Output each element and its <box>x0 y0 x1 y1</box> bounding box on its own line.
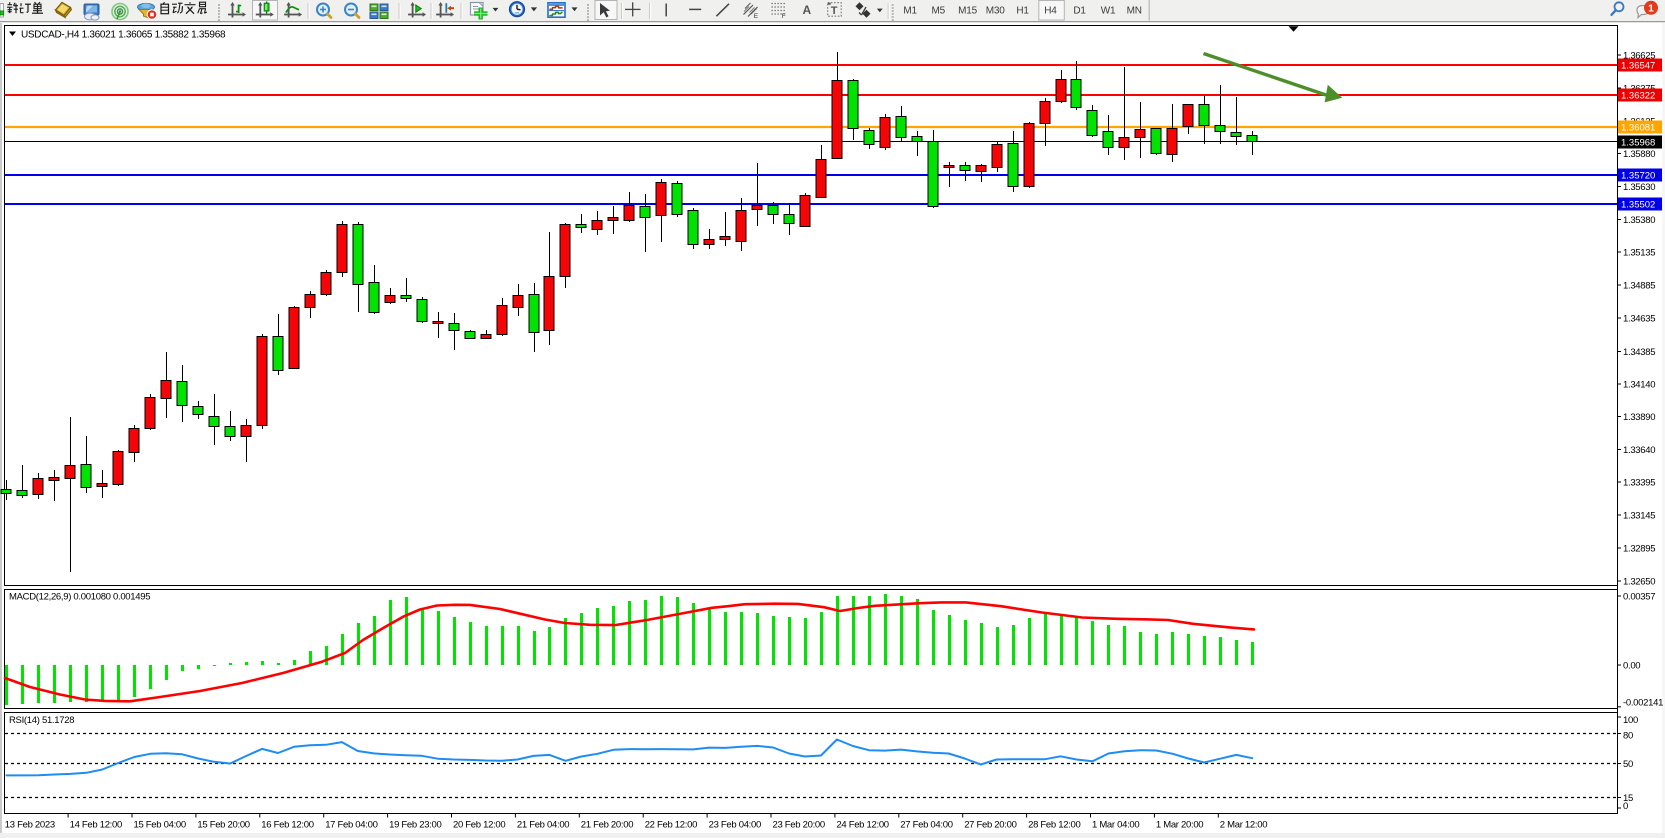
svg-text:13 Feb 2023: 13 Feb 2023 <box>5 820 55 831</box>
svg-text:M30: M30 <box>986 6 1005 17</box>
svg-text:1.33145: 1.33145 <box>1623 510 1655 521</box>
svg-text:1.36081: 1.36081 <box>1621 123 1655 134</box>
svg-text:1.35720: 1.35720 <box>1621 171 1655 182</box>
svg-text:W1: W1 <box>1101 6 1116 17</box>
svg-text:M15: M15 <box>958 6 977 17</box>
svg-text:H1: H1 <box>1016 6 1029 17</box>
svg-text:17 Feb 04:00: 17 Feb 04:00 <box>325 820 377 831</box>
svg-text:1.36625: 1.36625 <box>1623 50 1655 61</box>
svg-text:1.35135: 1.35135 <box>1623 247 1655 258</box>
svg-text:1.35968: 1.35968 <box>1621 138 1655 149</box>
svg-text:23 Feb 20:00: 23 Feb 20:00 <box>773 820 825 831</box>
svg-text:MACD(12,26,9) 0.001080 0.00149: MACD(12,26,9) 0.001080 0.001495 <box>9 592 150 603</box>
svg-text:20 Feb 12:00: 20 Feb 12:00 <box>453 820 505 831</box>
svg-text:D1: D1 <box>1073 6 1086 17</box>
svg-text:H4: H4 <box>1044 6 1057 17</box>
svg-text:1.33395: 1.33395 <box>1623 477 1655 488</box>
svg-text:1.35502: 1.35502 <box>1621 200 1655 211</box>
svg-text:28 Feb 12:00: 28 Feb 12:00 <box>1028 820 1080 831</box>
svg-text:1.34885: 1.34885 <box>1623 280 1655 291</box>
svg-text:1.33890: 1.33890 <box>1623 412 1655 423</box>
svg-text:15 Feb 04:00: 15 Feb 04:00 <box>134 820 186 831</box>
svg-text:T: T <box>831 5 838 17</box>
svg-text:19 Feb 23:00: 19 Feb 23:00 <box>389 820 441 831</box>
svg-text:24 Feb 12:00: 24 Feb 12:00 <box>836 820 888 831</box>
svg-text:50: 50 <box>1623 759 1633 770</box>
svg-text:0: 0 <box>1623 801 1628 812</box>
svg-text:0.00357: 0.00357 <box>1623 592 1655 603</box>
svg-text:M1: M1 <box>903 6 917 17</box>
svg-text:F: F <box>782 13 786 20</box>
svg-text:USDCAD-,H4 1.36021 1.36065 1.: USDCAD-,H4 1.36021 1.36065 1.35882 1.359… <box>21 30 226 41</box>
svg-text:1.36547: 1.36547 <box>1621 61 1655 72</box>
svg-text:2 Mar 12:00: 2 Mar 12:00 <box>1220 820 1267 831</box>
svg-text:27 Feb 04:00: 27 Feb 04:00 <box>900 820 952 831</box>
svg-text:RSI(14) 51.1728: RSI(14) 51.1728 <box>9 715 74 726</box>
svg-text:1.32650: 1.32650 <box>1623 576 1655 587</box>
svg-text:1 Mar 04:00: 1 Mar 04:00 <box>1092 820 1139 831</box>
svg-text:1 Mar 20:00: 1 Mar 20:00 <box>1156 820 1203 831</box>
svg-text:27 Feb 20:00: 27 Feb 20:00 <box>964 820 1016 831</box>
svg-text:1.35380: 1.35380 <box>1623 215 1655 226</box>
svg-text:1.35880: 1.35880 <box>1623 149 1655 160</box>
svg-text:23 Feb 04:00: 23 Feb 04:00 <box>709 820 761 831</box>
svg-text:1.36322: 1.36322 <box>1621 91 1655 102</box>
svg-text:MN: MN <box>1127 6 1142 17</box>
svg-text:16 Feb 12:00: 16 Feb 12:00 <box>261 820 313 831</box>
svg-text:1.33640: 1.33640 <box>1623 445 1655 456</box>
svg-text:80: 80 <box>1623 730 1633 741</box>
svg-text:1.35630: 1.35630 <box>1623 182 1655 193</box>
svg-text:15 Feb 20:00: 15 Feb 20:00 <box>197 820 249 831</box>
svg-text:22 Feb 12:00: 22 Feb 12:00 <box>645 820 697 831</box>
svg-text:15: 15 <box>1623 793 1633 804</box>
svg-text:A: A <box>803 3 812 17</box>
svg-text:1.34385: 1.34385 <box>1623 347 1655 358</box>
svg-text:14 Feb 12:00: 14 Feb 12:00 <box>70 820 122 831</box>
svg-text:E: E <box>754 13 759 20</box>
svg-text:1.32895: 1.32895 <box>1623 543 1655 554</box>
svg-text:0.00: 0.00 <box>1623 660 1640 671</box>
svg-text:-0.002141: -0.002141 <box>1623 698 1663 709</box>
svg-text:21 Feb 04:00: 21 Feb 04:00 <box>517 820 569 831</box>
svg-text:21 Feb 20:00: 21 Feb 20:00 <box>581 820 633 831</box>
svg-text:1.34140: 1.34140 <box>1623 379 1655 390</box>
svg-text:1.34635: 1.34635 <box>1623 313 1655 324</box>
svg-text:1: 1 <box>1648 2 1654 14</box>
svg-text:100: 100 <box>1623 715 1638 726</box>
svg-text:M5: M5 <box>932 6 946 17</box>
